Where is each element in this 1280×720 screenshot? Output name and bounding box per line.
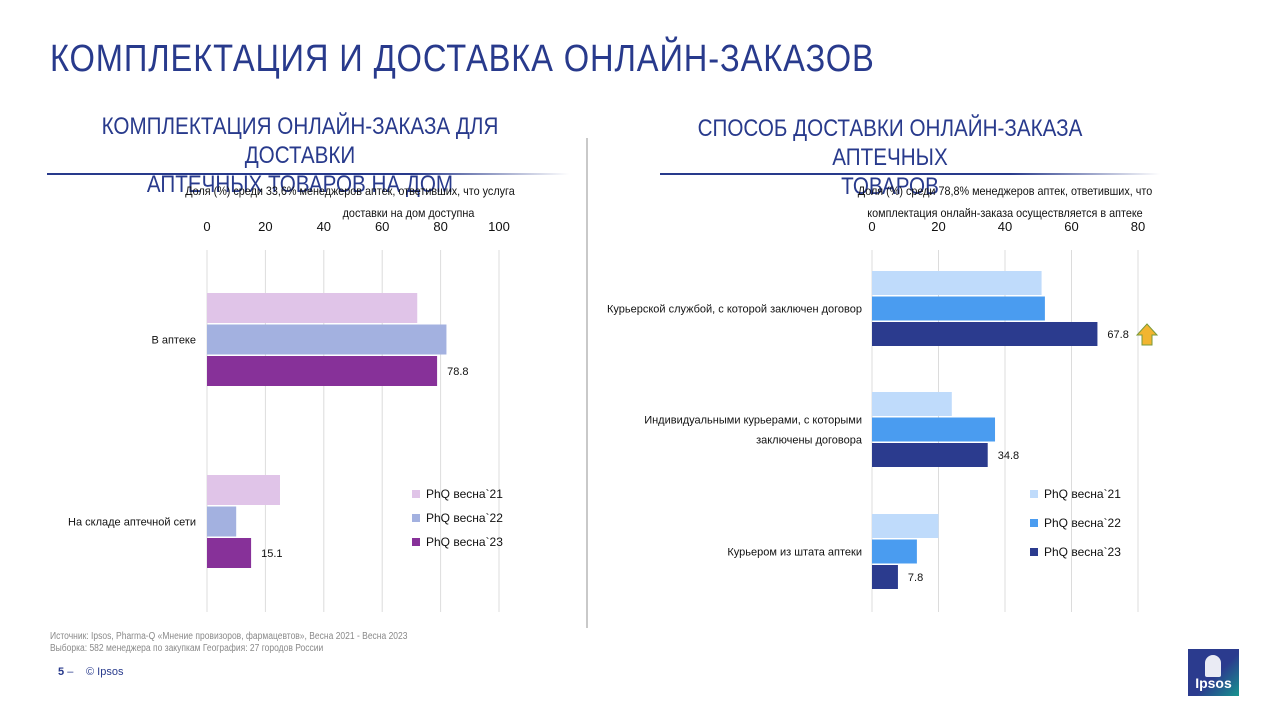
x-tick-label: 100 bbox=[488, 219, 510, 234]
legend-label: PhQ весна`21 bbox=[426, 487, 503, 501]
page-title: КОМПЛЕКТАЦИЯ И ДОСТАВКА ОНЛАЙН-ЗАКАЗОВ bbox=[50, 38, 875, 80]
right-subtitle-line2: комплектация онлайн-заказа осуществляетс… bbox=[867, 206, 1143, 220]
category-label: Курьером из штата аптеки bbox=[727, 547, 862, 559]
page-number: 5 – bbox=[58, 666, 73, 678]
right-subtitle-line1: Доля (%) среди 78,8% менеджеров аптек, о… bbox=[857, 184, 1153, 198]
legend-swatch bbox=[412, 514, 420, 522]
right-title-rule bbox=[660, 173, 1160, 175]
footer-source: Источник: Ipsos, Pharma-Q «Мнение провиз… bbox=[50, 631, 407, 655]
legend-swatch bbox=[1030, 548, 1038, 556]
left-title-rule bbox=[47, 173, 569, 175]
left-chart-title-line2: АПТЕЧНЫХ ТОВАРОВ НА ДОМ bbox=[146, 171, 454, 198]
left-bar-chart: 0 20 40 60 80 100 78.8 В аптеке 15.1 На складе ап… bbox=[68, 219, 510, 612]
bar-value-label: 78.8 bbox=[447, 366, 468, 378]
bar-3 bbox=[872, 443, 988, 467]
bar-2 bbox=[207, 324, 447, 355]
up-arrow-icon bbox=[1135, 323, 1159, 346]
category-label: На складе аптечной сети bbox=[68, 517, 196, 529]
legend-label: PhQ весна`23 bbox=[426, 535, 503, 549]
legend-label: PhQ весна`22 bbox=[426, 511, 503, 525]
logo-text: Ipsos bbox=[1195, 675, 1232, 691]
bar-1 bbox=[872, 271, 1042, 295]
legend-swatch bbox=[412, 490, 420, 498]
legend-swatch bbox=[1030, 490, 1038, 498]
category-label: Индивидуальными курьерами, с которыми bbox=[644, 415, 862, 427]
bar-2 bbox=[207, 506, 237, 537]
category-label: заключены договора bbox=[756, 435, 863, 447]
bar-value-label: 34.8 bbox=[998, 450, 1019, 462]
bar-1 bbox=[872, 392, 952, 416]
bar-value-label: 67.8 bbox=[1107, 329, 1128, 341]
left-chart-title-line1: КОМПЛЕКТАЦИЯ ОНЛАЙН-ЗАКАЗА ДЛЯ ДОСТАВКИ bbox=[101, 113, 499, 169]
page-number-value: 5 bbox=[58, 666, 65, 678]
right-chart-title-line2: ТОВАРОВ bbox=[841, 173, 939, 200]
bar-1 bbox=[207, 475, 280, 505]
left-subtitle-line1: Доля (%) среди 33,6% менеджеров аптек, о… bbox=[185, 184, 515, 198]
right-chart-title-line1: СПОСОБ ДОСТАВКИ ОНЛАЙН-ЗАКАЗА АПТЕЧНЫХ bbox=[697, 115, 1083, 171]
bar-3 bbox=[872, 322, 1098, 346]
x-tick-label: 40 bbox=[317, 219, 331, 234]
legend-label: PhQ весна`21 bbox=[1044, 487, 1121, 501]
legend-swatch bbox=[1030, 519, 1038, 527]
ipsos-logo: Ipsos bbox=[1188, 649, 1239, 696]
bar-3 bbox=[207, 538, 252, 568]
bar-1 bbox=[872, 514, 939, 538]
left-chart-title: КОМПЛЕКТАЦИЯ ОНЛАЙН-ЗАКАЗА ДЛЯ ДОСТАВКИ … bbox=[85, 112, 515, 199]
x-tick-label: 60 bbox=[375, 219, 389, 234]
bar-2 bbox=[872, 539, 917, 564]
x-tick-label: 20 bbox=[258, 219, 272, 234]
footer-source-line2: Выборка: 582 менеджера по закупкам Геогр… bbox=[50, 643, 324, 654]
category-label: Курьерской службой, с которой заключен д… bbox=[607, 304, 862, 316]
left-subtitle-line2: доставки на дом доступна bbox=[342, 206, 475, 220]
legend-swatch bbox=[412, 538, 420, 546]
panel-divider bbox=[586, 138, 588, 628]
right-chart-title: СПОСОБ ДОСТАВКИ ОНЛАЙН-ЗАКАЗА АПТЕЧНЫХ Т… bbox=[675, 114, 1105, 201]
legend-label: PhQ весна`22 bbox=[1044, 516, 1121, 530]
category-label: В аптеке bbox=[151, 335, 196, 347]
x-tick-label: 80 bbox=[433, 219, 447, 234]
bar-value-label: 7.8 bbox=[908, 572, 923, 584]
copyright: © Ipsos bbox=[86, 666, 124, 678]
logo-mark-icon bbox=[1205, 655, 1221, 677]
right-chart-subtitle: Доля (%) среди 78,8% менеджеров аптек, о… bbox=[839, 180, 1172, 224]
bar-1 bbox=[207, 293, 418, 323]
bar-value-label: 15.1 bbox=[261, 548, 282, 560]
legend-label: PhQ весна`23 bbox=[1044, 545, 1121, 559]
bar-2 bbox=[872, 417, 996, 442]
bar-2 bbox=[872, 296, 1045, 321]
footer-source-line1: Источник: Ipsos, Pharma-Q «Мнение провиз… bbox=[50, 631, 408, 642]
page-number-dash: – bbox=[67, 666, 74, 678]
bar-3 bbox=[872, 565, 898, 589]
left-chart-subtitle: Доля (%) среди 33,6% менеджеров аптек, о… bbox=[179, 180, 521, 224]
bar-3 bbox=[207, 356, 438, 386]
x-tick-label: 0 bbox=[203, 219, 210, 234]
